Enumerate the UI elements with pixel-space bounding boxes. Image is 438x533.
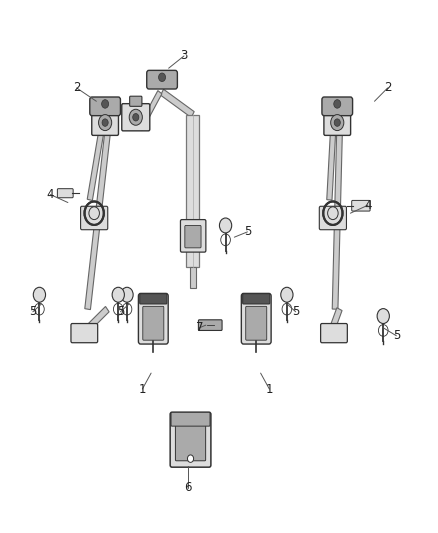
Text: 5: 5 <box>393 329 400 342</box>
Polygon shape <box>190 266 195 288</box>
FancyBboxPatch shape <box>324 110 350 135</box>
FancyBboxPatch shape <box>122 103 150 131</box>
Text: 4: 4 <box>364 199 372 212</box>
Circle shape <box>112 287 124 302</box>
FancyBboxPatch shape <box>321 324 347 343</box>
Text: 1: 1 <box>138 383 146 395</box>
FancyBboxPatch shape <box>175 421 206 461</box>
Text: 5: 5 <box>117 305 124 318</box>
Circle shape <box>129 109 142 125</box>
Text: 7: 7 <box>195 321 203 334</box>
Circle shape <box>102 100 109 108</box>
Text: 5: 5 <box>244 225 251 238</box>
Text: 3: 3 <box>180 50 187 62</box>
FancyBboxPatch shape <box>171 413 210 426</box>
FancyBboxPatch shape <box>147 70 177 89</box>
FancyBboxPatch shape <box>92 110 118 135</box>
Text: 5: 5 <box>292 305 299 318</box>
FancyBboxPatch shape <box>170 413 211 467</box>
Text: 4: 4 <box>46 188 54 201</box>
Circle shape <box>334 119 340 126</box>
Polygon shape <box>186 115 199 266</box>
FancyBboxPatch shape <box>140 294 167 304</box>
Text: 2: 2 <box>384 82 392 94</box>
Text: 5: 5 <box>29 305 36 318</box>
Text: 6: 6 <box>184 481 192 494</box>
Polygon shape <box>161 89 194 118</box>
Polygon shape <box>81 306 109 336</box>
Circle shape <box>377 309 389 324</box>
FancyBboxPatch shape <box>322 97 353 116</box>
FancyBboxPatch shape <box>81 206 108 230</box>
Circle shape <box>219 218 232 233</box>
Circle shape <box>331 115 344 131</box>
FancyBboxPatch shape <box>90 97 120 116</box>
Circle shape <box>159 73 166 82</box>
Polygon shape <box>332 135 342 309</box>
Circle shape <box>187 455 194 462</box>
Circle shape <box>121 287 133 302</box>
FancyBboxPatch shape <box>246 306 267 340</box>
FancyBboxPatch shape <box>138 293 168 344</box>
FancyBboxPatch shape <box>57 189 73 198</box>
Text: 2: 2 <box>73 82 81 94</box>
Circle shape <box>281 287 293 302</box>
Polygon shape <box>85 134 110 310</box>
Circle shape <box>33 287 46 302</box>
Polygon shape <box>328 308 342 335</box>
FancyBboxPatch shape <box>71 324 98 343</box>
FancyBboxPatch shape <box>130 96 142 107</box>
Text: 1: 1 <box>265 383 273 395</box>
Polygon shape <box>87 134 103 200</box>
FancyBboxPatch shape <box>198 320 222 330</box>
FancyBboxPatch shape <box>331 102 343 112</box>
Circle shape <box>99 115 112 131</box>
Circle shape <box>133 114 139 121</box>
Circle shape <box>102 119 108 126</box>
FancyBboxPatch shape <box>243 294 270 304</box>
Polygon shape <box>327 135 336 200</box>
Polygon shape <box>138 91 162 131</box>
FancyBboxPatch shape <box>352 200 370 211</box>
Circle shape <box>334 100 341 108</box>
FancyBboxPatch shape <box>241 293 271 344</box>
FancyBboxPatch shape <box>180 220 206 252</box>
FancyBboxPatch shape <box>99 102 111 112</box>
FancyBboxPatch shape <box>143 306 164 340</box>
FancyBboxPatch shape <box>319 206 346 230</box>
FancyBboxPatch shape <box>185 225 201 248</box>
